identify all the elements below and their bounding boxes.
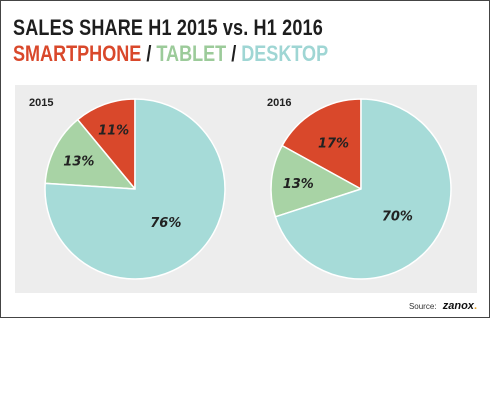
pie-2015-year-label: 2015 (29, 97, 54, 109)
subtitle-separator: / (146, 41, 152, 66)
pie-2016-slice-smartphone (281, 98, 362, 191)
subtitle-tablet: TABLET (156, 41, 227, 66)
chart-subtitle: SMARTPHONE / TABLET / DESKTOP (13, 41, 328, 67)
chart-panel: 2015 2016 11% 13% 76% 17% 13% 70% (15, 85, 477, 293)
pie-charts-svg: 11% 13% 76% 17% 13% 70% (44, 98, 452, 280)
pie-2016-label-smartphone: 17% (318, 137, 349, 152)
pie-2016-label-tablet: 13% (283, 177, 314, 192)
pie-2015-slice-tablet (44, 118, 137, 190)
source-credit: Source: zanox. (409, 300, 477, 312)
pie-2016-slice-tablet (270, 144, 363, 218)
chart-title: SALES SHARE H1 2015 vs. H1 2016 (13, 15, 323, 40)
subtitle-separator: / (231, 41, 237, 66)
pie-2016-slice-desktop (274, 98, 452, 280)
zanox-logo: zanox (442, 300, 474, 312)
pie-2015-label-tablet: 13% (63, 154, 94, 169)
pie-2015-slice-desktop (44, 98, 226, 280)
source-label: Source: (408, 302, 437, 311)
zanox-logo-dot: . (473, 300, 477, 312)
pie-2015-label-smartphone: 11% (98, 124, 129, 139)
pie-2016-label-desktop: 70% (382, 209, 413, 224)
subtitle-desktop: DESKTOP (241, 41, 329, 66)
chart-frame: SALES SHARE H1 2015 vs. H1 2016 SMARTPHO… (0, 0, 490, 318)
subtitle-smartphone: SMARTPHONE (13, 41, 142, 66)
pie-2016-year-label: 2016 (267, 97, 292, 109)
pie-2015-label-desktop: 76% (150, 216, 181, 231)
